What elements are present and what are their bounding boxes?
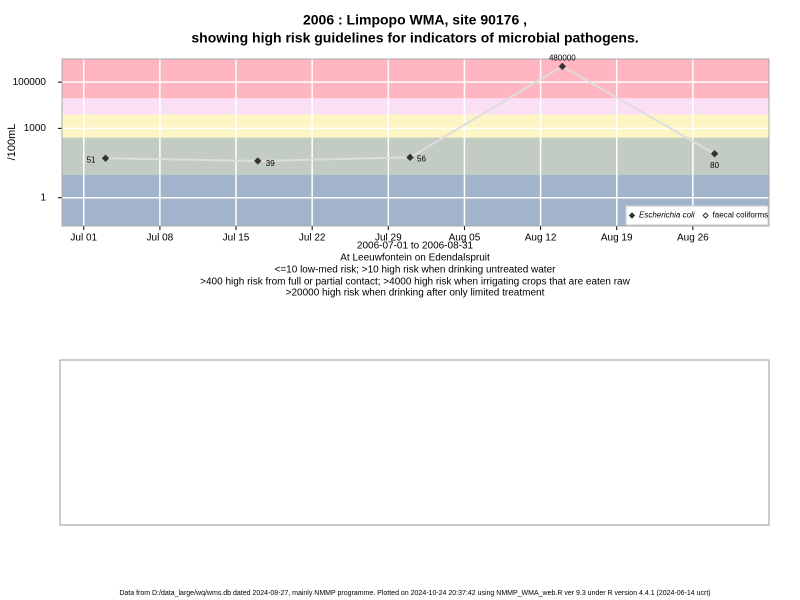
data-point — [558, 62, 567, 71]
risk-band — [62, 114, 769, 138]
legend-marker — [702, 212, 709, 219]
x-tick-label: Aug 05 — [449, 233, 481, 244]
data-label: 56 — [417, 154, 426, 163]
y-axis-label: /100mL — [6, 124, 18, 161]
risk-band — [62, 59, 769, 99]
y-tick-label: 1000 — [24, 123, 47, 134]
note: >400 high risk from full or partial cont… — [200, 277, 630, 288]
data-label: 39 — [266, 159, 275, 168]
risk-band — [62, 98, 769, 115]
data-point — [101, 154, 110, 162]
x-tick-label: Jul 29 — [375, 233, 402, 244]
data-label: 480000 — [549, 53, 576, 62]
x-tick-label: Aug 19 — [601, 233, 633, 244]
legend-box — [625, 205, 769, 226]
x-tick-label: Aug 12 — [525, 233, 557, 244]
x-tick-label: Jul 22 — [299, 233, 326, 244]
note: <=10 low-med risk; >10 high risk when dr… — [275, 265, 557, 276]
data-point — [710, 150, 719, 158]
data-label: 80 — [710, 161, 719, 170]
x-tick-label: Aug 26 — [677, 233, 709, 244]
data-label: 51 — [87, 155, 96, 164]
legend-marker — [628, 212, 636, 219]
site-label: At Leeuwfontein on Edendalspruit — [340, 253, 490, 264]
chart-subtitle: showing high risk guidelines for indicat… — [191, 30, 638, 46]
chart-title: 2006 : Limpopo WMA, site 90176 , — [303, 12, 527, 28]
y-tick-label: 1 — [40, 192, 46, 203]
x-tick-label: Jul 08 — [147, 233, 174, 244]
data-point — [254, 157, 262, 165]
empty-panel — [59, 359, 770, 526]
x-tick-label: Jul 15 — [223, 233, 250, 244]
data-point — [406, 153, 414, 162]
note: >20000 high risk when drinking after onl… — [286, 288, 545, 299]
footer: Data from D:/data_large/wq/wms.db dated … — [119, 590, 710, 597]
legend: Escherichia coli faecal coliforms — [625, 205, 769, 226]
x-tick-label: Jul 01 — [70, 233, 97, 244]
risk-band — [62, 137, 769, 175]
x-axis-label: 2006-07-01 to 2006-08-31 — [357, 241, 474, 252]
y-tick-label: 100000 — [13, 77, 47, 88]
legend-label: faecal coliforms — [713, 211, 769, 220]
plot-frame — [61, 58, 770, 227]
legend-label: Escherichia coli — [639, 211, 695, 220]
